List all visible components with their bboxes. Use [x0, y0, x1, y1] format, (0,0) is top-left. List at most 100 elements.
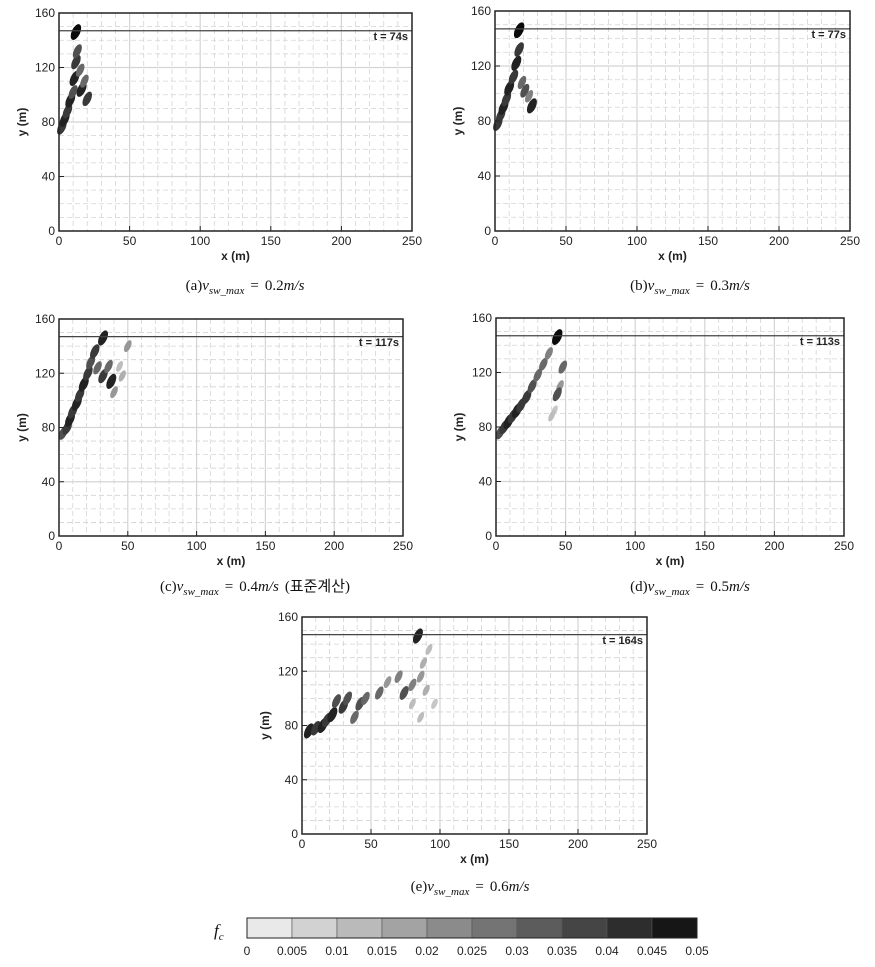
concentration-blob — [520, 83, 530, 98]
x-tick-label: 250 — [637, 837, 657, 851]
y-tick-label: 120 — [471, 59, 491, 73]
concentration-blob — [533, 368, 543, 382]
colorbar-symbol: f — [214, 921, 221, 940]
concentration-blob — [521, 389, 532, 405]
caption-prefix: (d) — [630, 579, 648, 595]
y-tick-label: 160 — [278, 610, 298, 624]
colorbar-segment — [291, 917, 338, 939]
x-tick-label: 200 — [769, 234, 789, 248]
concentration-blob — [70, 24, 82, 40]
time-label: t = 74s — [373, 31, 408, 43]
x-tick-label: 250 — [393, 539, 413, 553]
x-tick-label: 200 — [568, 837, 588, 851]
y-tick-label: 40 — [42, 170, 56, 184]
y-tick-label: 0 — [484, 224, 491, 238]
time-label: t = 113s — [800, 336, 840, 348]
x-tick-label: 0 — [493, 539, 500, 553]
concentration-blob — [419, 657, 428, 669]
colorbar-segment — [516, 917, 563, 939]
concentration-blob — [399, 686, 409, 700]
x-tick-label: 0 — [299, 837, 306, 851]
x-tick-label: 150 — [499, 837, 519, 851]
x-axis-label: x (m) — [656, 554, 685, 568]
x-tick-label: 200 — [331, 234, 351, 248]
caption-note: (표준계산) — [285, 578, 350, 595]
caption-subscript: sw_max — [183, 586, 219, 598]
x-tick-label: 50 — [364, 837, 378, 851]
time-label: t = 117s — [359, 337, 399, 349]
colorbar-segment — [606, 917, 653, 939]
x-tick-label: 150 — [698, 234, 718, 248]
concentration-blob — [90, 344, 100, 359]
caption-prefix: (a) — [186, 278, 203, 294]
y-tick-label: 120 — [278, 664, 298, 678]
caption-unit: m/s — [729, 278, 750, 294]
concentration-blob — [86, 355, 96, 370]
colorbar-segment — [561, 917, 608, 939]
concentration-blob — [75, 63, 85, 77]
colorbar-tick-label: 0.02 — [415, 944, 439, 958]
chart-panel-c: 0 50 100 150 200 250 0 40 80 120 160 x (m) y (m) t = … — [15, 312, 413, 598]
colorbar-tick-label: 0.04 — [595, 944, 619, 958]
colorbar-tick-label: 0.035 — [547, 944, 577, 958]
caption-equals: = — [225, 579, 233, 595]
colorbar-tick-label: 0.05 — [685, 944, 709, 958]
caption-subscript: sw_max — [654, 285, 690, 297]
concentration-blob — [548, 410, 556, 422]
y-axis-label: y (m) — [15, 108, 29, 137]
caption-value: 0.2 — [265, 278, 284, 294]
y-tick-label: 120 — [35, 366, 55, 380]
colorbar-segment — [381, 917, 428, 939]
x-tick-label: 150 — [255, 539, 275, 553]
y-tick-label: 0 — [48, 529, 55, 543]
y-axis-label: y (m) — [258, 711, 272, 740]
panel-caption: (d)vsw_max = 0.5m/s — [630, 579, 750, 598]
y-tick-label: 40 — [479, 475, 493, 489]
caption-symbol: v — [648, 579, 655, 595]
x-tick-label: 50 — [559, 234, 573, 248]
concentration-blob — [93, 361, 102, 375]
x-tick-label: 150 — [261, 234, 281, 248]
concentration-blob — [408, 698, 416, 710]
concentration-blob — [71, 54, 81, 70]
concentration-blob — [68, 85, 78, 99]
caption-subscript: sw_max — [654, 586, 690, 598]
caption-symbol: v — [648, 278, 655, 294]
y-tick-label: 120 — [472, 366, 492, 380]
y-tick-label: 80 — [479, 420, 493, 434]
concentration-blob — [394, 670, 403, 683]
y-tick-label: 160 — [471, 4, 491, 18]
y-tick-label: 120 — [35, 61, 55, 75]
concentration-blob — [82, 91, 93, 107]
concentration-blob — [98, 330, 109, 346]
caption-subscript: sw_max — [434, 886, 470, 898]
concentration-blob — [544, 347, 553, 360]
concentration-blob — [361, 691, 370, 705]
concentration-blob — [104, 359, 113, 374]
colorbar-label: fc — [214, 921, 224, 943]
colorbar-tick-label: 0.03 — [505, 944, 529, 958]
colorbar-segment — [426, 917, 473, 939]
concentration-blob — [408, 678, 417, 692]
x-tick-label: 100 — [627, 234, 647, 248]
concentration-blob — [552, 329, 563, 345]
x-tick-label: 100 — [190, 234, 210, 248]
y-axis-label: y (m) — [452, 413, 466, 442]
colorbar-segment — [246, 917, 293, 939]
x-tick-label: 250 — [840, 234, 860, 248]
y-tick-label: 40 — [42, 475, 56, 489]
concentration-blob — [539, 357, 548, 371]
y-tick-label: 160 — [35, 6, 55, 20]
colorbar-segment — [471, 917, 518, 939]
colorbar: 0 0.005 0.01 0.015 0.02 0.025 0.03 0.035 0.04 0.0… — [214, 917, 709, 958]
x-tick-label: 200 — [764, 539, 784, 553]
x-tick-label: 50 — [121, 539, 135, 553]
concentration-blob — [383, 676, 392, 689]
y-tick-label: 80 — [478, 114, 492, 128]
x-tick-label: 50 — [123, 234, 137, 248]
caption-prefix: (e) — [411, 879, 428, 895]
caption-symbol: v — [202, 278, 209, 294]
caption-unit: m/s — [729, 579, 750, 595]
y-tick-label: 80 — [42, 421, 56, 435]
caption-equals: = — [696, 579, 704, 595]
